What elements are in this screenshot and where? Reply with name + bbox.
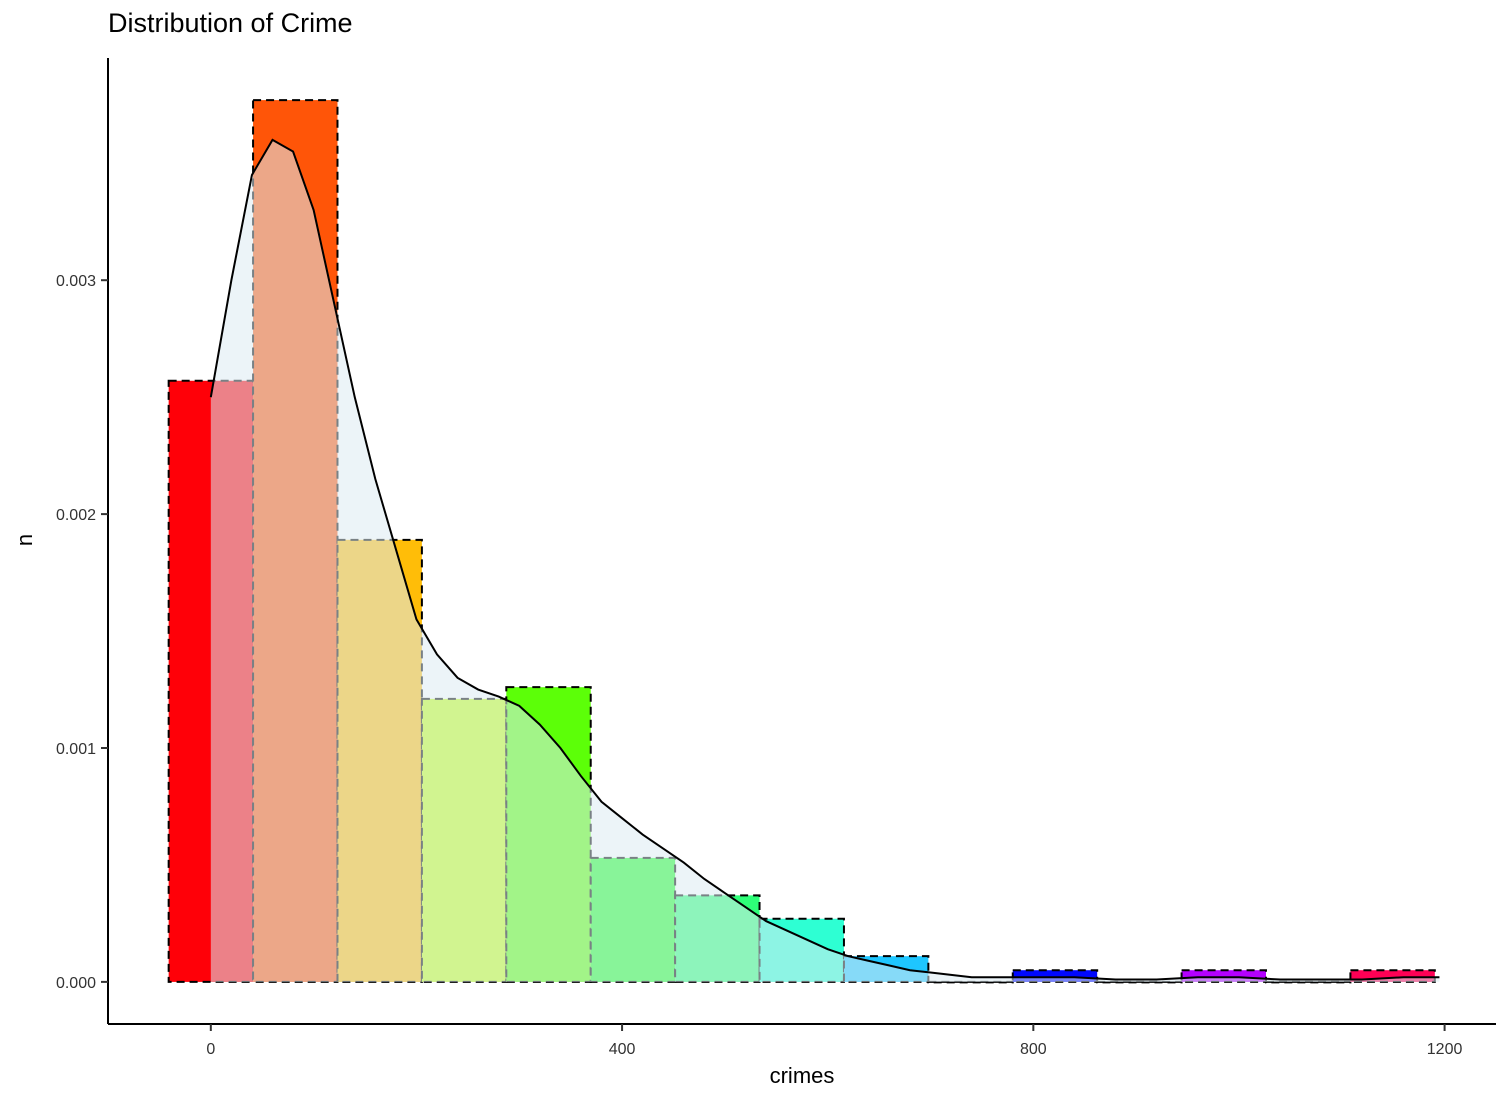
y-tick-label-0: 0.000	[56, 975, 96, 992]
x-tick-label-0: 0	[206, 1041, 215, 1058]
histogram-bar-11	[1096, 980, 1183, 984]
histogram-bar-9	[927, 980, 1014, 984]
density-line	[209, 138, 1440, 981]
density-area	[210, 139, 1440, 982]
chart-title: Distribution of Crime	[108, 8, 353, 38]
x-tick-label-3: 1200	[1427, 1041, 1463, 1058]
y-tick-label-1: 0.001	[56, 741, 96, 758]
x-axis-title: crimes	[770, 1063, 835, 1088]
histogram-bar-13	[1265, 980, 1352, 984]
y-axis-title: n	[12, 534, 37, 546]
y-tick-label-2: 0.002	[56, 507, 96, 524]
y-tick-label-3: 0.003	[56, 273, 96, 290]
histogram-bar-14	[1349, 969, 1436, 983]
histogram-bar-12	[1180, 969, 1268, 983]
axes-layer: 0 400 800 1200 0.000 0.001 0.002 0.003	[56, 58, 1496, 1058]
x-tick-label-2: 800	[1020, 1041, 1047, 1058]
histogram-bar-10	[1011, 969, 1099, 983]
density-layer	[209, 138, 1440, 982]
x-tick-label-1: 400	[609, 1041, 636, 1058]
